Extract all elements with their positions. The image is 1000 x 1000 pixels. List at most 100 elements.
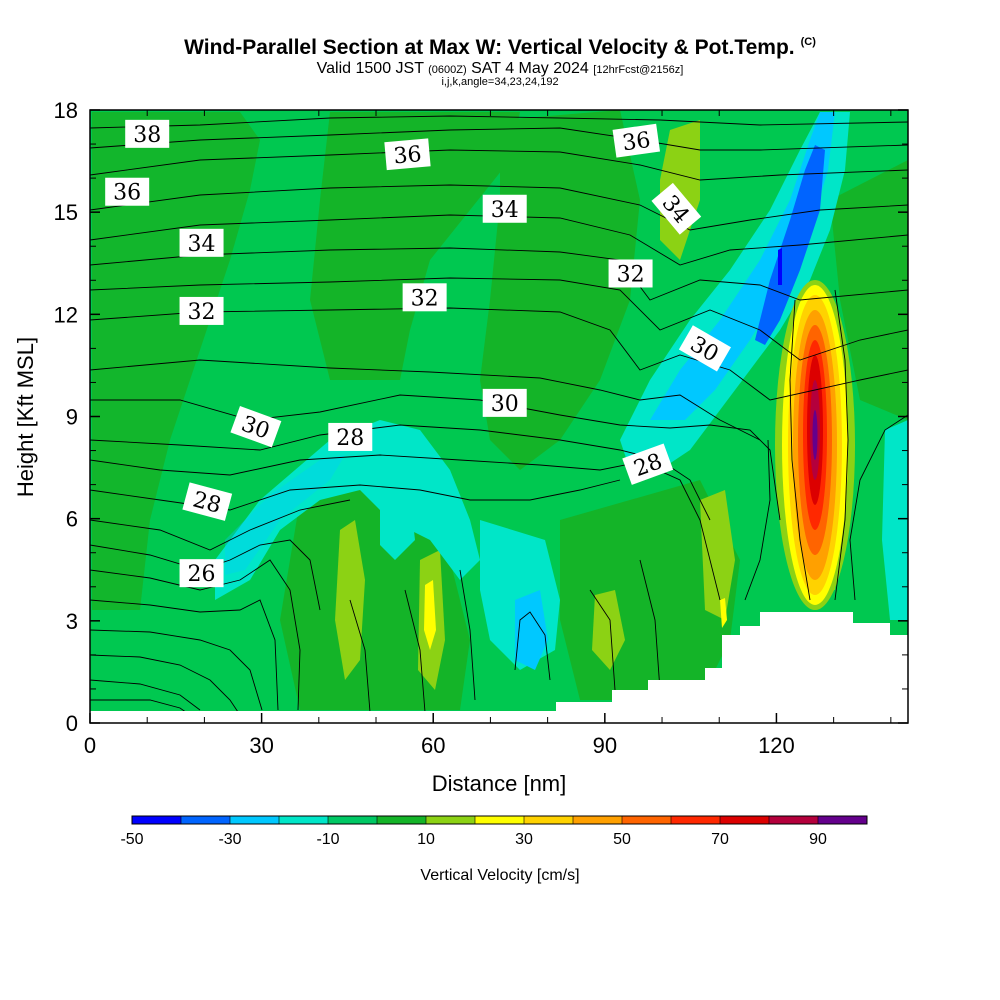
isentrope-24-5 [90,629,263,711]
contour-label-text: 32 [411,286,439,311]
y-tick-label: 6 [66,507,78,532]
contour-label: 32 [179,296,224,325]
colorbar-swatch [622,816,672,824]
isentrope-column-d [589,589,616,691]
tilted-downdraft-max [778,248,782,285]
colorbar-swatch [328,816,378,824]
contour-label-text: 26 [188,562,216,587]
colorbar-tick-label: 30 [515,831,533,848]
contour-label-text: 30 [491,392,519,417]
colorbar-swatch [524,816,574,824]
weak-updraft-region-far-right [830,160,908,420]
contour-label-box [482,388,527,417]
contour-label-box [105,177,150,206]
contour-label-text: 36 [393,142,423,169]
isentrope-34 [90,214,908,266]
y-tick-label: 0 [66,711,78,736]
colorbar-swatch [279,816,329,824]
y-tick-label: 15 [54,200,78,225]
isentrope-column-c [459,569,476,701]
isentrope-28 [90,454,721,601]
contour-label: 28 [328,422,373,451]
downdraft-band-core-left [225,455,345,575]
colorbar-tick-label: 50 [613,831,631,848]
contour-label-box [179,296,224,325]
isentrope-core-right [849,414,908,601]
contour-label-box [328,422,373,451]
isentrope-column-a [349,599,371,713]
isentrope-26-5 [90,499,351,551]
contour-label-text: 36 [113,181,141,206]
isentrope-26 [90,539,321,611]
contour-label-box [678,325,731,372]
isentrope-25 [90,599,279,711]
contour-label-box [482,194,527,223]
contour-label: 36 [105,177,150,206]
colorbar-swatch [769,816,819,824]
contour-label: 30 [482,388,527,417]
chart-subtitle: Valid 1500 JST (0600Z) SAT 4 May 2024 [1… [0,60,1000,78]
y-axis-label: Height [Kft MSL] [13,337,38,497]
contour-label: 38 [125,119,170,148]
downdraft-right-edge [882,420,908,620]
contour-label-box [384,138,431,171]
contour-label: 34 [482,194,527,223]
x-axis-ticks: 0 30 60 90 120 [84,110,892,758]
colorbar-swatch [377,816,427,824]
contour-label-text: 32 [617,262,645,287]
isentrope-column-e [639,559,661,691]
downdraft-lobe-mid-core [515,590,548,670]
colorbar-tick-label: 70 [711,831,729,848]
colorbar-swatch [573,816,623,824]
colorbar-tick-label: -50 [120,831,143,848]
chart-title: Wind-Parallel Section at Max W: Vertical… [0,36,1000,60]
colorbar-swatch [720,816,770,824]
x-tick-label: 90 [593,733,617,758]
contour-label-box [182,482,233,521]
updraft-pocket-yellow-a [424,580,436,650]
x-tick-label: 0 [84,733,96,758]
isentrope-24 [90,654,241,716]
y-tick-label: 18 [54,98,78,123]
contour-label: 32 [402,283,447,312]
isentrope-35 [90,184,908,231]
isentrope-core-edge-right [834,289,849,601]
updraft-pocket-right [700,490,735,620]
valid-time: Valid 1500 JST [316,60,424,77]
contour-label-text: 28 [336,426,364,451]
isentrope-core-left [744,439,771,601]
contour-label-box [179,559,224,588]
colorbar-swatch [132,816,182,824]
forecast-info: [12hrFcst@2156z] [593,64,684,76]
weak-updraft-region-upper-mid [310,112,520,380]
isentrope-closed-low [514,611,551,681]
contour-label: 34 [179,228,224,257]
colorbar-swatch [671,816,721,824]
y-tick-label: 3 [66,609,78,634]
colorbar: -50 -30 -10 10 30 50 70 90 [120,815,868,848]
terrain-base [90,711,556,723]
contour-label-box [230,406,282,448]
updraft-pocket-column-c [592,590,625,670]
isentrope-31 [90,307,908,401]
copyright-mark: (C) [800,36,816,48]
y-tick-label: 12 [54,302,78,327]
colorbar-tick-label: -30 [218,831,241,848]
terrain-mask [556,612,908,723]
contour-label: 34 [651,182,702,235]
x-tick-label: 30 [249,733,273,758]
contour-label-text: 34 [188,232,216,257]
colorbar-tick-label: -10 [316,831,339,848]
updraft-pocket-yellow-b [720,598,727,628]
colorbar-swatch [818,816,868,824]
contour-label-box [622,443,674,485]
isentrope-23-5 [90,679,201,711]
tilted-downdraft-core [755,145,825,345]
x-tick-label: 120 [758,733,795,758]
contour-label: 32 [608,259,653,288]
isentrope-30 [90,359,761,441]
isentrope-36 [90,149,908,181]
contour-label-text: 34 [491,198,519,223]
contour-label-box [402,283,447,312]
